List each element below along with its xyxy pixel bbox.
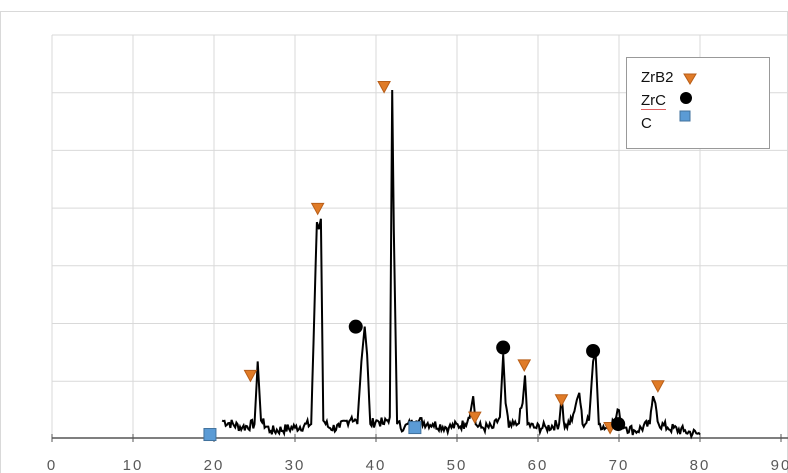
triangle-down-marker-icon (683, 73, 697, 85)
legend: ZrB2 ZrC C (626, 57, 770, 149)
square-marker-icon (679, 110, 691, 122)
x-tick-label: 80 (690, 457, 711, 473)
zrb2-marker (554, 394, 569, 407)
c-marker (408, 421, 422, 435)
zrc-marker (348, 319, 363, 334)
x-tick-label: 60 (528, 457, 549, 473)
gridlines (51, 34, 788, 438)
legend-item-c: C (641, 110, 691, 134)
legend-label-zrc: ZrC (641, 92, 666, 110)
zrb2-marker (517, 359, 532, 372)
zrc-marker (611, 417, 626, 432)
legend-label-c: C (641, 115, 652, 132)
zrb2-marker (243, 369, 258, 383)
peak-markers (203, 81, 665, 442)
x-tick-label: 90 (771, 457, 788, 473)
x-tick-label: 10 (123, 457, 144, 473)
xrd-pattern-line (221, 89, 701, 440)
zrb2-marker (310, 202, 325, 216)
legend-item-zrb2: ZrB2 (641, 68, 697, 88)
circle-marker-icon (680, 92, 692, 104)
legend-item-zrc: ZrC (641, 91, 692, 111)
x-axis-ticks: 0 10 20 30 40 50 60 70 80 90 (47, 434, 788, 473)
zrb2-marker (377, 81, 391, 94)
x-tick-label: 40 (366, 457, 387, 473)
x-tick-label: 50 (447, 457, 468, 473)
zrb2-marker (651, 380, 665, 393)
zrc-marker (496, 340, 511, 355)
legend-label-zrb2: ZrB2 (641, 69, 674, 86)
x-tick-label: 70 (609, 457, 630, 473)
x-tick-label: 0 (47, 457, 57, 473)
x-tick-label: 30 (285, 457, 306, 473)
c-marker (203, 428, 217, 442)
x-tick-label: 20 (204, 457, 225, 473)
zrb2-marker (467, 411, 482, 425)
zrc-marker (586, 344, 601, 358)
